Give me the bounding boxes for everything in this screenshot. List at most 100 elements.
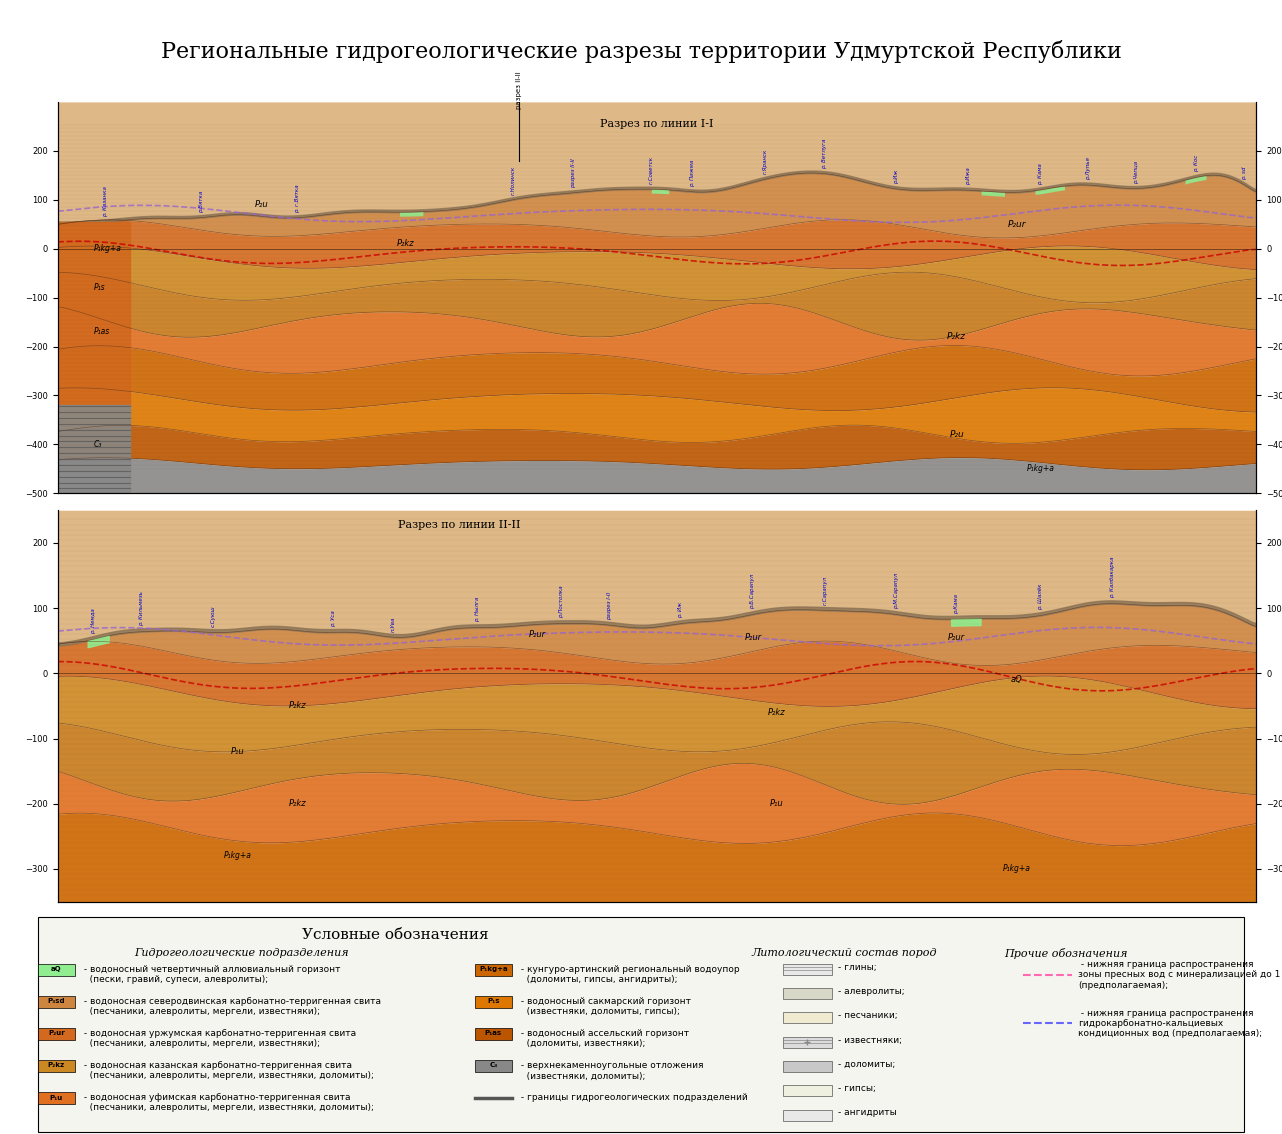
Text: P₂ur: P₂ur <box>47 1031 65 1036</box>
Bar <box>38 1060 74 1072</box>
Text: P₂ur: P₂ur <box>949 633 965 642</box>
Text: P₂kz: P₂kz <box>288 799 306 809</box>
Text: - песчаники;: - песчаники; <box>838 1012 897 1021</box>
Text: р. Ветлуга: р. Ветлуга <box>822 138 827 169</box>
Text: - водоносная уржумская карбонатно-терригенная свита
   (песчаники, алевролиты, м: - водоносная уржумская карбонатно-терриг… <box>81 1029 356 1048</box>
Text: P₁s: P₁s <box>94 284 105 293</box>
Bar <box>782 964 832 975</box>
Text: р. г.Вятка: р. г.Вятка <box>295 184 300 213</box>
Text: разрез II-II: разрез II-II <box>517 71 522 109</box>
Text: с.Суюш: с.Суюш <box>212 606 217 627</box>
Text: Прочие обозначения: Прочие обозначения <box>1004 948 1127 959</box>
Text: г.Яранск: г.Яранск <box>763 149 768 175</box>
Bar <box>474 996 512 1008</box>
Bar <box>782 1061 832 1072</box>
Text: aQ: aQ <box>51 966 62 972</box>
Bar <box>782 988 832 999</box>
Text: C₃: C₃ <box>94 440 103 449</box>
Text: Региональные гидрогеологические разрезы территории Удмуртской Республики: Региональные гидрогеологические разрезы … <box>160 40 1122 62</box>
Polygon shape <box>58 405 129 493</box>
Text: р. Пижма: р. Пижма <box>691 160 696 187</box>
Text: P₂u: P₂u <box>949 430 964 439</box>
Text: - кунгуро-артинский региональный водоупор
   (доломиты, гипсы, ангидриты);: - кунгуро-артинский региональный водоупо… <box>518 965 740 984</box>
Text: P₂kz: P₂kz <box>768 708 786 717</box>
Text: P₂kz: P₂kz <box>947 332 967 341</box>
Text: C₃: C₃ <box>490 1063 497 1068</box>
Text: р.Лупья: р.Лупья <box>1086 158 1091 180</box>
Text: - нижняя граница распространения
гидрокарбонатно-кальциевых
кондиционных вод (пр: - нижняя граница распространения гидрока… <box>1078 1008 1261 1039</box>
Text: Литологический состав пород: Литологический состав пород <box>751 948 937 958</box>
Bar <box>782 1013 832 1023</box>
Text: г.Нолинск: г.Нолинск <box>510 166 515 195</box>
Text: г.Советск: г.Советск <box>649 156 654 185</box>
Text: P₁kg+a: P₁kg+a <box>94 244 122 253</box>
Text: Разрез по линии I-I: Разрез по линии I-I <box>600 119 714 129</box>
Text: г.Сарапул: г.Сарапул <box>822 576 827 606</box>
Text: р.Постолка: р.Постолка <box>559 586 564 618</box>
Text: п.Ува: п.Ува <box>391 617 396 632</box>
Text: - глины;: - глины; <box>838 963 877 972</box>
Text: P₁as: P₁as <box>94 328 110 337</box>
Text: P₁as: P₁as <box>485 1031 501 1036</box>
Text: P₂kz: P₂kz <box>396 239 414 248</box>
Text: р.Кама: р.Кама <box>954 594 959 613</box>
Text: P₁kg+a: P₁kg+a <box>479 966 508 972</box>
Text: P₁kg+a: P₁kg+a <box>1003 864 1031 873</box>
Bar <box>38 1027 74 1040</box>
Text: р. Кильмезь: р. Кильмезь <box>138 592 144 626</box>
Text: - верхнекаменноугольные отложения
   (известняки, доломиты);: - верхнекаменноугольные отложения (извес… <box>518 1061 704 1081</box>
Text: р. Калбакарка: р. Калбакарка <box>1110 557 1115 599</box>
Bar <box>782 1085 832 1097</box>
Text: P₂ur: P₂ur <box>745 633 762 642</box>
Text: - водоносная казанская карбонатно-терригенная свита
   (песчаники, алевролиты, м: - водоносная казанская карбонатно-терриг… <box>81 1061 374 1081</box>
Bar <box>782 1036 832 1048</box>
Text: р. Уса: р. Уса <box>331 610 336 627</box>
Text: - водоносный сакмарский горизонт
   (известняки, доломиты, гипсы);: - водоносный сакмарский горизонт (извест… <box>518 997 691 1016</box>
Text: aQ: aQ <box>1010 676 1023 684</box>
Bar <box>474 964 512 976</box>
Text: Гидрогеологические подразделения: Гидрогеологические подразделения <box>133 948 349 958</box>
Text: P₃sd: P₃sd <box>47 998 65 1005</box>
Text: Разрез по линии II-II: Разрез по линии II-II <box>397 521 520 530</box>
Text: р. Казанка: р. Казанка <box>103 186 108 217</box>
Polygon shape <box>58 222 129 405</box>
Bar <box>38 964 74 976</box>
Text: - водоносный ассельский горизонт
   (доломиты, известняки);: - водоносный ассельский горизонт (доломи… <box>518 1029 688 1048</box>
Text: - доломиты;: - доломиты; <box>838 1060 895 1069</box>
Text: P₁u: P₁u <box>231 747 245 756</box>
Text: - водоносная уфимская карбонатно-терригенная свита
   (песчаники, алевролиты, ме: - водоносная уфимская карбонатно-терриге… <box>81 1093 374 1112</box>
Text: р. Нылга: р. Нылга <box>474 598 479 623</box>
Text: р.Ижа: р.Ижа <box>967 168 972 185</box>
Text: р. sd: р. sd <box>1242 167 1247 180</box>
Text: P₁u: P₁u <box>50 1094 63 1100</box>
Text: P₂kz: P₂kz <box>47 1063 65 1068</box>
Bar <box>38 1092 74 1105</box>
Bar <box>38 996 74 1008</box>
Text: р. Кос: р. Кос <box>1194 155 1199 172</box>
Text: P₂ur: P₂ur <box>1008 220 1026 229</box>
Text: р. Иж: р. Иж <box>678 602 683 618</box>
Text: P₁kg+a: P₁kg+a <box>223 852 251 861</box>
Text: P₁s: P₁s <box>487 998 500 1005</box>
Text: р. Кама: р. Кама <box>1038 163 1044 185</box>
Text: р. Немда: р. Немда <box>91 608 96 634</box>
Text: P₂ur: P₂ur <box>528 629 546 638</box>
Text: р.Вятка: р.Вятка <box>199 191 204 213</box>
Bar <box>782 1110 832 1120</box>
FancyBboxPatch shape <box>38 917 1244 1132</box>
Text: р.Чепца: р.Чепца <box>1135 160 1138 184</box>
Text: р.М.Сарапул: р.М.Сарапул <box>895 573 899 609</box>
Text: - гипсы;: - гипсы; <box>838 1084 876 1093</box>
Text: P₂u: P₂u <box>255 201 268 210</box>
Text: P₁u: P₁u <box>770 799 783 809</box>
Text: разрез II-II: разрез II-II <box>570 158 576 188</box>
Text: - ангидриты: - ангидриты <box>838 1109 896 1117</box>
Text: р.Б.Сарапул: р.Б.Сарапул <box>750 574 755 609</box>
Text: P₂kz: P₂kz <box>288 702 306 710</box>
Text: - водоносная северодвинская карбонатно-терригенная свита
   (песчаники, алевроли: - водоносная северодвинская карбонатно-т… <box>81 997 381 1016</box>
Text: Условные обозначения: Условные обозначения <box>301 929 488 942</box>
Text: - алевролиты;: - алевролиты; <box>838 987 905 996</box>
Bar <box>474 1060 512 1072</box>
Text: - водоносный четвертичный аллювиальный горизонт
   (пески, гравий, супеси, алевр: - водоносный четвертичный аллювиальный г… <box>81 965 341 984</box>
Text: - нижняя граница распространения
зоны пресных вод с минерализацией до 1 г/л
(пре: - нижняя граница распространения зоны пр… <box>1078 959 1282 990</box>
